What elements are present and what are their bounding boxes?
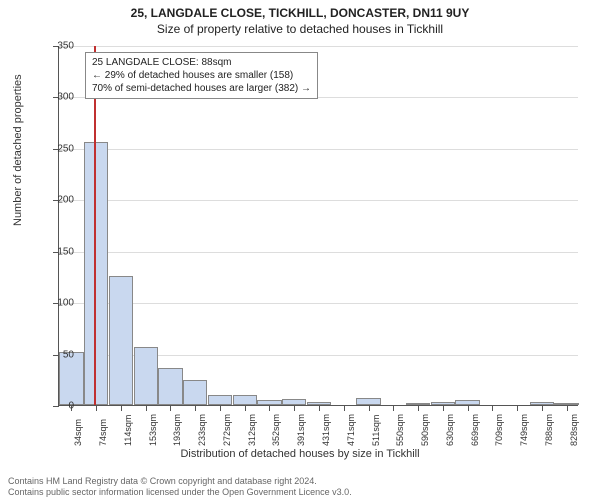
x-tick [492, 405, 493, 411]
highlight-line [94, 46, 96, 405]
x-tick [195, 405, 196, 411]
annotation-line2: ← 29% of detached houses are smaller (15… [92, 69, 311, 82]
x-tick [146, 405, 147, 411]
x-tick-label: 709sqm [494, 414, 504, 446]
annotation-box: 25 LANGDALE CLOSE: 88sqm ← 29% of detach… [85, 52, 318, 99]
x-tick [220, 405, 221, 411]
y-tick-label: 300 [46, 92, 74, 103]
footer-line2: Contains public sector information licen… [8, 487, 592, 498]
annotation-line3: 70% of semi-detached houses are larger (… [92, 82, 311, 95]
y-tick-label: 200 [46, 195, 74, 206]
x-tick-label: 74sqm [98, 419, 108, 446]
x-tick-label: 233sqm [197, 414, 207, 446]
grid-line [59, 252, 578, 253]
x-tick [443, 405, 444, 411]
x-tick-label: 749sqm [519, 414, 529, 446]
bar [356, 398, 380, 405]
x-tick-label: 590sqm [420, 414, 430, 446]
x-tick-label: 431sqm [321, 414, 331, 446]
x-tick-label: 630sqm [445, 414, 455, 446]
x-tick [319, 405, 320, 411]
x-tick-label: 153sqm [148, 414, 158, 446]
bar [134, 347, 158, 405]
x-tick [96, 405, 97, 411]
x-axis-title: Distribution of detached houses by size … [0, 448, 600, 460]
plot-area [58, 46, 578, 406]
x-tick-label: 471sqm [346, 414, 356, 446]
y-tick-label: 50 [46, 349, 74, 360]
y-tick-label: 0 [46, 401, 74, 412]
y-tick-label: 250 [46, 143, 74, 154]
x-tick [170, 405, 171, 411]
x-tick [269, 405, 270, 411]
bar [208, 395, 232, 405]
grid-line [59, 46, 578, 47]
y-axis-title: Number of detached properties [12, 74, 24, 226]
x-tick [245, 405, 246, 411]
x-tick-label: 511sqm [371, 415, 381, 446]
x-tick [393, 405, 394, 411]
y-tick-label: 150 [46, 246, 74, 257]
x-tick-label: 352sqm [271, 414, 281, 446]
x-tick-label: 391sqm [296, 414, 306, 446]
bar [109, 276, 133, 405]
bar [183, 380, 207, 405]
y-tick-label: 100 [46, 298, 74, 309]
x-tick-label: 34sqm [73, 419, 83, 446]
grid-line [59, 149, 578, 150]
grid-line [59, 200, 578, 201]
x-tick [542, 405, 543, 411]
footer-attribution: Contains HM Land Registry data © Crown c… [8, 476, 592, 498]
x-tick-label: 193sqm [172, 414, 182, 446]
x-tick-label: 788sqm [544, 414, 554, 446]
x-tick [121, 405, 122, 411]
grid-line [59, 303, 578, 304]
x-tick-label: 669sqm [470, 414, 480, 446]
x-tick-label: 114sqm [123, 415, 133, 446]
chart-container: 25, LANGDALE CLOSE, TICKHILL, DONCASTER,… [0, 0, 600, 500]
y-tick-label: 350 [46, 41, 74, 52]
x-tick [517, 405, 518, 411]
x-tick [418, 405, 419, 411]
footer-line1: Contains HM Land Registry data © Crown c… [8, 476, 592, 487]
x-tick-label: 272sqm [222, 414, 232, 446]
x-tick [567, 405, 568, 411]
x-tick [344, 405, 345, 411]
bar [233, 395, 257, 405]
x-tick [369, 405, 370, 411]
x-tick-label: 312sqm [247, 414, 257, 446]
bar [158, 368, 182, 405]
x-tick [294, 405, 295, 411]
annotation-line1: 25 LANGDALE CLOSE: 88sqm [92, 56, 311, 69]
x-tick-label: 828sqm [569, 414, 579, 446]
chart-title-line1: 25, LANGDALE CLOSE, TICKHILL, DONCASTER,… [0, 0, 600, 20]
x-tick-label: 550sqm [395, 414, 405, 446]
chart-title-line2: Size of property relative to detached ho… [0, 20, 600, 36]
x-tick [468, 405, 469, 411]
